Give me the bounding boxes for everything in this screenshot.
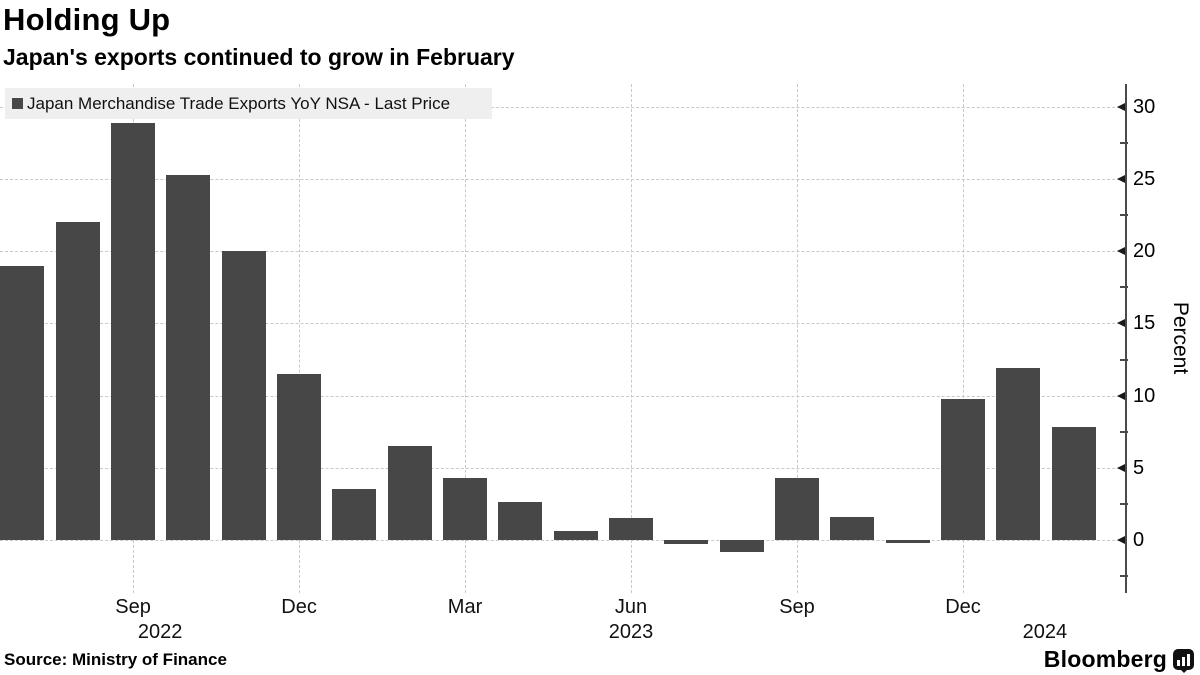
bar xyxy=(55,222,100,540)
bar xyxy=(443,477,488,540)
y-minor-tick xyxy=(1120,142,1128,145)
y-tick-label: 15 xyxy=(1133,312,1156,335)
y-minor-tick xyxy=(1120,286,1128,289)
y-tick-label: 30 xyxy=(1133,95,1156,118)
bloomberg-wordmark: Bloomberg xyxy=(1043,646,1167,672)
y-minor-tick xyxy=(1120,358,1128,361)
legend-swatch-icon xyxy=(12,98,23,109)
v-gridline xyxy=(299,84,301,593)
h-gridline xyxy=(0,106,1125,108)
h-gridline xyxy=(0,323,1125,325)
bar xyxy=(1051,427,1096,540)
x-tick-label: Dec xyxy=(281,596,317,618)
y-tick-label: 10 xyxy=(1133,384,1156,407)
bar xyxy=(111,122,156,540)
bar xyxy=(332,489,377,540)
bar xyxy=(719,540,764,552)
y-tick-icon xyxy=(1117,175,1125,184)
h-gridline xyxy=(0,179,1125,181)
y-tick-icon xyxy=(1117,391,1125,400)
x-tick-label: Mar xyxy=(447,596,483,618)
v-gridline xyxy=(797,84,799,593)
bar xyxy=(553,531,598,540)
bar xyxy=(830,516,875,540)
x-year-label: 2022 xyxy=(137,621,183,643)
y-axis-spine xyxy=(1125,84,1127,593)
legend: Japan Merchandise Trade Exports YoY NSA … xyxy=(5,88,493,119)
y-tick-icon xyxy=(1117,102,1125,111)
y-minor-tick xyxy=(1120,430,1128,433)
bar xyxy=(277,373,322,540)
y-tick-icon xyxy=(1117,536,1125,544)
x-tick-label: Sep xyxy=(779,596,815,618)
bar xyxy=(996,368,1041,540)
y-tick-label: 0 xyxy=(1133,529,1145,551)
bar xyxy=(664,540,709,545)
source-note: Source: Ministry of Finance xyxy=(4,650,227,669)
x-tick-label: Sep xyxy=(115,596,151,618)
v-gridline xyxy=(465,84,467,593)
v-gridline xyxy=(963,84,964,593)
y-minor-tick xyxy=(1120,214,1128,217)
x-year-label: 2024 xyxy=(1022,621,1068,643)
y-axis-title: Percent xyxy=(1169,301,1193,375)
bloomberg-logo: Bloomberg xyxy=(1044,646,1194,673)
chart-subtitle: Japan's exports continued to grow in Feb… xyxy=(3,44,515,70)
x-tick-label: Dec xyxy=(945,596,981,618)
y-tick-icon xyxy=(1117,319,1125,328)
y-tick-icon xyxy=(1117,247,1125,256)
y-tick-label: 20 xyxy=(1133,240,1156,263)
bar xyxy=(498,502,543,540)
page-title: Holding Up xyxy=(3,2,171,37)
bar xyxy=(166,174,211,540)
h-gridline xyxy=(0,395,1125,397)
bar xyxy=(387,446,432,540)
bar xyxy=(941,398,985,540)
bar xyxy=(775,477,820,540)
bar xyxy=(221,251,266,540)
legend-label: Japan Merchandise Trade Exports YoY NSA … xyxy=(27,93,451,113)
v-gridline xyxy=(631,84,633,593)
x-tick-label: Jun xyxy=(614,596,648,618)
bar xyxy=(885,540,930,543)
y-tick-label: 5 xyxy=(1133,456,1145,479)
y-tick-icon xyxy=(1117,463,1125,472)
h-gridline xyxy=(0,540,1125,541)
bloomberg-chart-bubble-icon xyxy=(1173,649,1194,673)
bar xyxy=(609,518,654,540)
bar xyxy=(0,265,45,540)
y-minor-tick xyxy=(1120,502,1128,505)
y-minor-tick xyxy=(1120,575,1128,578)
x-year-label: 2023 xyxy=(608,621,654,643)
y-tick-label: 25 xyxy=(1133,168,1156,191)
h-gridline xyxy=(0,467,1125,469)
h-gridline xyxy=(0,251,1125,253)
